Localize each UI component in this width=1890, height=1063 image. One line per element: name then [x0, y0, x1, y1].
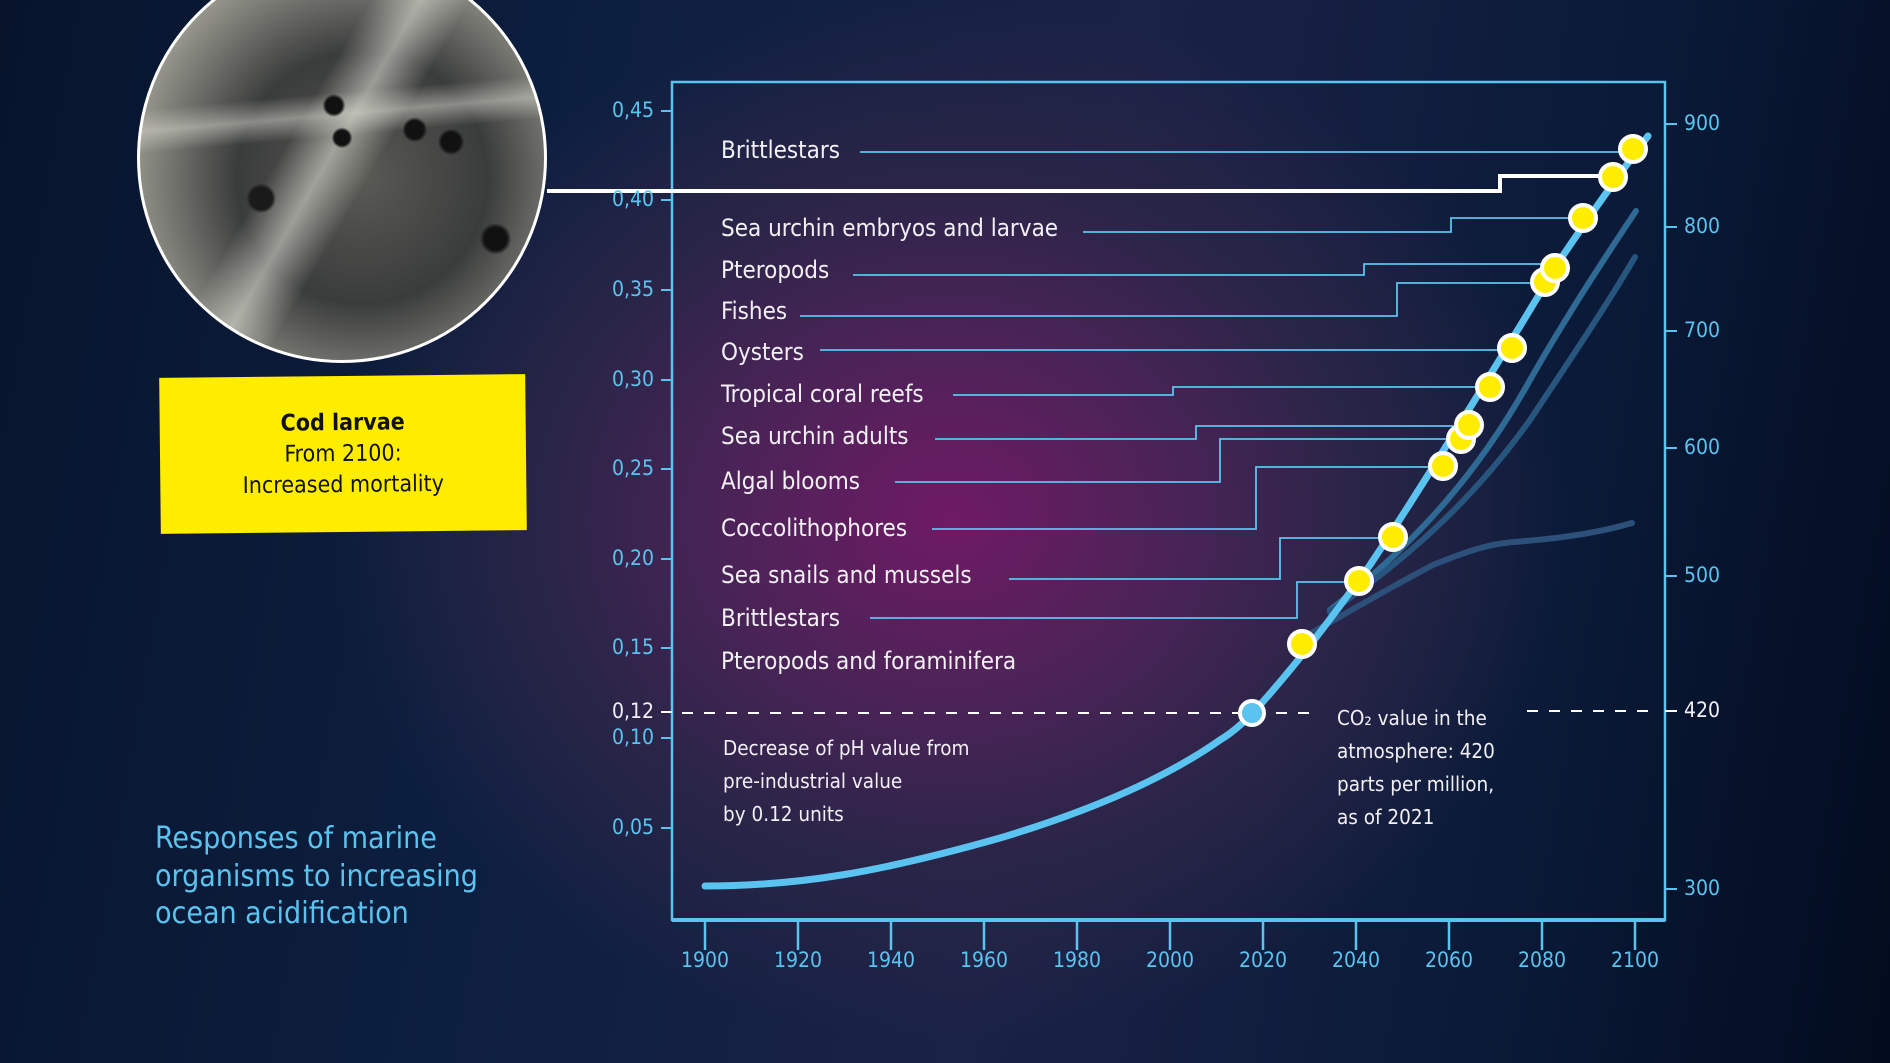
organism-label: Brittlestars	[721, 136, 840, 164]
organism-label: Oysters	[721, 338, 804, 366]
callout-heading: Cod larvae	[280, 408, 405, 437]
current-value-dot	[1238, 699, 1266, 727]
title-line-1: Responses of marine	[155, 821, 437, 856]
co2-note-line-4: as of 2021	[1337, 805, 1435, 829]
organism-dot	[1475, 372, 1505, 402]
left-tick-label: 0,05	[611, 815, 654, 839]
scenario-curve-flat	[1305, 520, 1635, 638]
callout-line-1: From 2100:	[284, 439, 402, 468]
organism-label: Tropical coral reefs	[721, 380, 924, 408]
x-tick-label: 1920	[773, 948, 823, 972]
organism-dot	[1428, 451, 1458, 481]
x-tick-label: 2080	[1517, 948, 1567, 972]
right-axis-ticks	[1665, 123, 1677, 890]
left-tick-label: 0,35	[611, 277, 654, 301]
organism-dot	[1618, 134, 1648, 164]
co2-note: CO₂ value in the atmosphere: 420 parts p…	[1337, 702, 1495, 834]
co2-note-line-1: CO₂ value in the	[1337, 706, 1487, 730]
organism-dots	[1287, 134, 1648, 659]
left-tick-label: 0,25	[611, 456, 654, 480]
right-tick-label: 500	[1684, 563, 1721, 587]
organism-label: Coccolithophores	[721, 514, 908, 542]
organism-dot	[1287, 629, 1317, 659]
organism-label: Sea urchin embryos and larvae	[721, 214, 1059, 242]
x-tick-label: 1940	[866, 948, 916, 972]
x-axis-ticks	[703, 920, 1637, 950]
organism-dot	[1598, 162, 1628, 192]
x-tick-label: 2040	[1331, 948, 1381, 972]
left-tick-label: 0,15	[611, 635, 654, 659]
organism-connector	[800, 282, 1545, 317]
callout-line-2: Increased mortality	[242, 470, 445, 499]
ph-note: Decrease of pH value from pre-industrial…	[723, 732, 969, 831]
organism-label: Sea urchin adults	[721, 422, 909, 450]
right-tick-label: 900	[1684, 111, 1721, 135]
organism-label: Algal blooms	[721, 467, 860, 495]
left-tick-label: 0,45	[611, 98, 654, 122]
x-tick-label: 1960	[959, 948, 1009, 972]
x-tick-label: 2000	[1145, 948, 1195, 972]
x-tick-label: 2100	[1610, 948, 1660, 972]
scenario-curve-lower	[1327, 254, 1638, 615]
title-line-3: ocean acidification	[155, 896, 409, 931]
ph-note-line-2: pre-industrial value	[723, 769, 903, 793]
organism-dot	[1454, 410, 1484, 440]
organism-label: Pteropods and foraminifera	[721, 647, 1017, 675]
right-tick-label: 420	[1684, 698, 1721, 722]
co2-note-line-2: atmosphere: 420	[1337, 739, 1495, 763]
right-tick-label: 700	[1684, 318, 1721, 342]
left-tick-label: 0,20	[611, 546, 654, 570]
right-tick-label: 300	[1684, 876, 1721, 900]
left-tick-label: 0,10	[611, 725, 654, 749]
organism-dot	[1344, 566, 1374, 596]
ph-note-line-1: Decrease of pH value from	[723, 736, 970, 760]
cod-larvae-callout: Cod larvae From 2100: Increased mortalit…	[159, 374, 527, 534]
left-tick-label: 0,12	[611, 699, 654, 723]
left-axis-ticks	[661, 110, 672, 829]
co2-note-line-3: parts per million,	[1337, 772, 1495, 796]
right-tick-label: 800	[1684, 214, 1721, 238]
x-tick-label: 1900	[680, 948, 730, 972]
left-tick-label: 0,30	[611, 367, 654, 391]
x-tick-label: 2060	[1424, 948, 1474, 972]
organism-connector	[932, 466, 1443, 530]
chart-title: Responses of marine organisms to increas…	[155, 820, 575, 933]
organism-connector	[935, 425, 1469, 440]
organism-label: Sea snails and mussels	[721, 561, 972, 589]
organism-dot	[1497, 333, 1527, 363]
x-tick-label: 1980	[1052, 948, 1102, 972]
ph-note-line-3: by 0.12 units	[723, 802, 844, 826]
organism-label: Fishes	[721, 297, 788, 325]
organism-connector	[853, 263, 1555, 276]
organism-connectors	[800, 151, 1633, 619]
organism-dot	[1540, 253, 1570, 283]
organism-connector	[953, 386, 1490, 396]
title-line-2: organisms to increasing	[155, 858, 478, 894]
cod-larvae-photo	[137, 0, 547, 363]
right-tick-label: 600	[1684, 435, 1721, 459]
organism-connector	[1009, 537, 1393, 580]
organism-label: Brittlestars	[721, 604, 840, 632]
left-tick-label: 0,40	[611, 187, 654, 211]
organism-connector	[1083, 217, 1583, 233]
x-tick-label: 2020	[1238, 948, 1288, 972]
organism-label: Pteropods	[721, 256, 830, 284]
organism-dot	[1568, 203, 1598, 233]
cod-larvae-connector	[547, 174, 1613, 193]
organism-connector	[895, 438, 1461, 483]
organism-dot	[1378, 522, 1408, 552]
organism-connector	[870, 581, 1359, 619]
